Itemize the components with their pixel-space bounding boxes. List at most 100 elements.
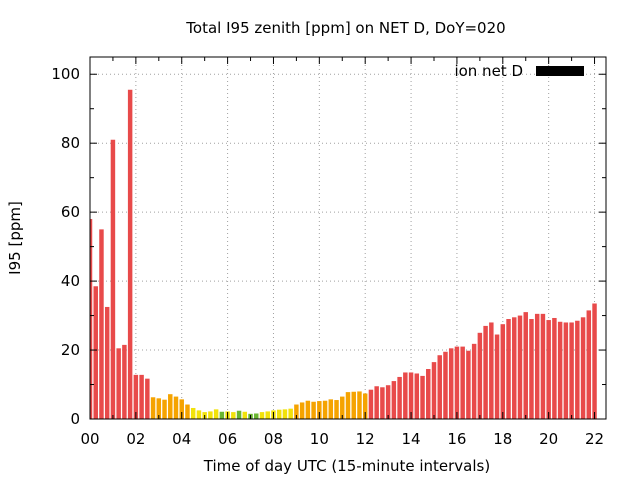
bar [276,409,282,419]
x-tick-label: 22 [585,430,604,448]
bar [265,411,270,419]
grid-lines [90,57,606,419]
bar [150,397,156,419]
bar [156,398,162,419]
x-tick-label: 14 [402,430,421,448]
x-tick-label: 02 [126,430,145,448]
bar [173,396,179,419]
bar [254,413,259,419]
bar [190,407,196,419]
bar [448,348,454,419]
bar [311,401,316,419]
bar [93,286,98,419]
bar [420,375,425,419]
bar [213,409,219,419]
bar [236,410,242,419]
bar [506,319,511,419]
bar [426,369,431,419]
bar [122,344,127,419]
bar [397,376,402,419]
bar [127,89,133,419]
bar [414,373,420,419]
bar [168,394,173,419]
bar [362,393,368,419]
bar [500,324,506,419]
chart-title: Total I95 zenith [ppm] on NET D, DoY=020 [185,19,505,37]
bar [231,412,236,419]
y-tick-label: 100 [51,65,80,83]
bar [517,315,523,419]
x-tick-label: 12 [356,430,375,448]
bar [139,374,144,419]
axis-ticks: 0 20 40 60 80 100 00 02 04 06 08 10 12 14 16 18 20 22 [51,57,606,448]
bar [460,346,465,419]
bar [282,409,288,419]
x-tick-label: 00 [80,430,99,448]
bar [104,306,110,419]
x-tick-label: 20 [539,430,558,448]
bar [385,385,391,419]
bar [546,320,551,419]
bar [145,378,150,419]
bar [208,411,213,419]
bar [586,310,592,419]
x-tick-label: 10 [310,430,329,448]
bar [569,322,574,419]
legend-swatch [536,66,584,76]
bar [90,219,93,419]
bar [242,411,248,419]
bar [259,412,265,419]
y-tick-label: 0 [70,410,80,428]
bar [351,391,356,419]
bar [328,399,334,419]
y-tick-label: 40 [61,272,80,290]
bar [334,400,339,419]
bar [305,400,311,419]
bar [454,346,460,419]
bar [374,386,379,419]
bar [580,317,586,419]
bar [471,343,477,419]
y-tick-label: 80 [61,134,80,152]
bar [512,317,517,419]
plot-frame [89,56,607,420]
bar [99,229,104,419]
bar [179,399,184,419]
x-tick-label: 18 [493,430,512,448]
bar [294,404,299,419]
bar [534,313,540,419]
x-axis-label: Time of day UTC (15-minute intervals) [203,457,490,475]
bar [288,408,293,419]
y-tick-label: 60 [61,203,80,221]
bar [592,303,597,419]
bar [299,402,305,419]
bar [540,313,546,419]
x-tick-label: 04 [172,430,191,448]
bar [408,372,414,419]
bar [340,396,345,419]
bar [345,392,351,419]
bar [116,348,121,419]
x-tick-label: 08 [264,430,283,448]
bar [563,322,569,419]
bar [380,387,385,419]
bar [466,350,471,419]
y-tick-label: 20 [61,341,80,359]
bar [529,319,534,419]
bar [483,325,488,419]
x-tick-label: 06 [218,430,237,448]
bar [523,312,528,419]
x-tick-label: 16 [447,430,466,448]
legend: ion net D [454,62,584,80]
bar [403,372,408,419]
bar [477,332,483,419]
bar [557,321,563,419]
bar [552,317,557,419]
bar [162,399,167,419]
bar [575,320,580,419]
bar [185,404,190,419]
bar [110,139,116,420]
bar [443,351,448,419]
bar [391,381,397,419]
